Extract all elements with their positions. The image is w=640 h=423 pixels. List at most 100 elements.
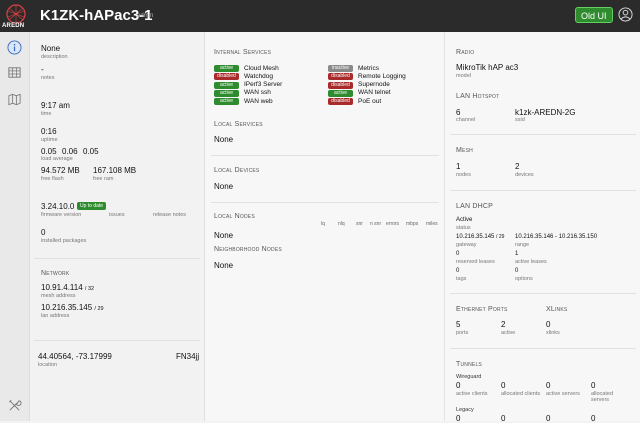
service-name: Watchdog <box>244 72 274 80</box>
dhcp-range-value: 10.216.35.146 - 10.216.35.150 <box>515 234 598 240</box>
dhcp-active-value: 1 <box>515 251 519 257</box>
service-status-badge: active <box>214 81 239 89</box>
user-label: admin <box>137 13 154 19</box>
map-icon[interactable] <box>7 92 22 107</box>
service-name: Cloud Mesh <box>244 64 279 72</box>
divider <box>211 202 439 203</box>
general-panel: None description - notes 9:17 am time 0:… <box>30 32 205 421</box>
divider <box>450 134 636 135</box>
ports-active-value: 2 <box>501 320 506 329</box>
radio-model-label: model <box>456 73 471 79</box>
col-nsnr: n snr <box>370 221 382 227</box>
ports-label: ports <box>456 330 469 336</box>
wg-allocated-servers-value: 0 <box>591 381 596 390</box>
packages-value: 0 <box>41 228 46 237</box>
legacy-value-2: 0 <box>501 414 506 423</box>
firmware-value: 3.24.10.0 <box>41 202 75 211</box>
mesh-nodes-label: nodes <box>456 172 471 178</box>
dhcp-options-label: options <box>515 276 533 282</box>
load-5: 0.06 <box>62 147 78 156</box>
service-status-badge: inactive <box>328 65 353 72</box>
ports-active-label: active <box>501 330 516 336</box>
info-icon[interactable] <box>7 40 22 55</box>
service-status-badge: disabled <box>328 81 353 89</box>
sidebar <box>0 32 30 421</box>
channel-value: 6 <box>456 108 461 117</box>
aredn-logo-icon[interactable] <box>3 3 29 31</box>
notes-value: - <box>41 65 44 74</box>
location-label: location <box>38 362 57 368</box>
services-panel: Internal Services active Cloud Mesh inacti… <box>205 32 445 421</box>
firmware-status-badge[interactable]: Up to date <box>77 202 107 210</box>
service-status-badge: active <box>214 98 239 106</box>
radio-model-value: MikroTik hAP ac3 <box>456 63 519 72</box>
top-header: AREDN K1ZK-hAPac3-1 admin Old UI <box>0 0 640 32</box>
grid-icon[interactable] <box>7 65 22 80</box>
local-services-value: None <box>214 135 234 144</box>
legacy-value-4: 0 <box>591 414 596 423</box>
dhcp-tags-label: tags <box>456 276 467 282</box>
ssid-value: k1zk-AREDN-2G <box>515 108 576 117</box>
dhcp-tags-value: 0 <box>456 268 460 274</box>
mesh-devices-label: devices <box>515 172 534 178</box>
issues-label[interactable]: issues <box>109 212 125 218</box>
time-value: 9:17 am <box>41 101 70 110</box>
ram-value: 167.108 MB <box>93 166 137 175</box>
dhcp-status-value: Active <box>456 217 473 223</box>
service-status-badge: active <box>214 65 239 72</box>
firmware-label: firmware version <box>41 212 82 218</box>
description-label: description <box>41 54 68 60</box>
divider <box>34 258 200 259</box>
ports-value: 5 <box>456 320 461 329</box>
radio-panel: Radio MikroTik hAP ac3 model LAN Hotspot… <box>445 32 640 423</box>
ram-label: free ram <box>93 176 114 182</box>
dhcp-gateway-value: 10.216.35.145 / 29 <box>456 234 505 240</box>
wireguard-label: Wireguard <box>456 374 482 380</box>
local-nodes-value: None <box>214 231 234 240</box>
flash-label: free flash <box>41 176 64 182</box>
load-label: load average <box>41 156 73 162</box>
wg-active-servers-value: 0 <box>546 381 551 390</box>
col-lq: lq <box>321 221 325 227</box>
lan-hotspot-title: LAN Hotspot <box>456 93 500 100</box>
uptime-value: 0:16 <box>41 127 57 136</box>
divider <box>450 348 636 349</box>
release-notes-link[interactable]: release notes <box>153 212 187 218</box>
divider <box>450 293 636 294</box>
local-devices-title: Local Devices <box>214 167 260 174</box>
dhcp-gateway-label: gateway <box>456 242 477 248</box>
dhcp-options-value: 0 <box>515 268 519 274</box>
service-name: IPerf3 Server <box>244 81 283 89</box>
wg-allocated-clients-label: allocated clients <box>501 391 541 397</box>
divider <box>34 340 200 341</box>
mesh-devices-value: 2 <box>515 162 520 171</box>
mesh-address-label: mesh address <box>41 293 76 299</box>
wg-active-clients-label: active clients <box>456 391 488 397</box>
logo-text: AREDN <box>2 23 25 29</box>
legacy-value-3: 0 <box>546 414 551 423</box>
user-account-icon[interactable] <box>618 7 633 22</box>
xlinks-label: xlinks <box>546 330 560 336</box>
dhcp-range-label: range <box>515 242 530 248</box>
dhcp-status-label: status <box>456 225 471 231</box>
mesh-title: Mesh <box>456 147 473 154</box>
service-status-badge: disabled <box>328 73 353 81</box>
service-status-badge: active <box>328 89 353 97</box>
col-snr: snr <box>356 221 363 227</box>
old-ui-button[interactable]: Old UI <box>575 7 613 23</box>
internal-services-title: Internal Services <box>214 49 272 56</box>
service-name: Metrics <box>358 64 379 72</box>
tools-icon[interactable] <box>7 398 22 413</box>
service-name: Supernode <box>358 81 390 89</box>
tunnels-title: Tunnels <box>456 361 482 368</box>
service-name: WAN telnet <box>358 89 391 97</box>
service-name: PoE out <box>358 97 382 105</box>
xlinks-title: XLinks <box>546 306 568 313</box>
load-15: 0.05 <box>83 147 99 156</box>
uptime-label: uptime <box>41 137 58 143</box>
lan-address-value: 10.216.35.145 / 29 <box>41 303 104 312</box>
channel-label: channel <box>456 117 476 123</box>
packages-label: installed packages <box>41 238 87 244</box>
service-status-badge: disabled <box>328 98 353 106</box>
service-name: WAN ssh <box>244 89 271 97</box>
